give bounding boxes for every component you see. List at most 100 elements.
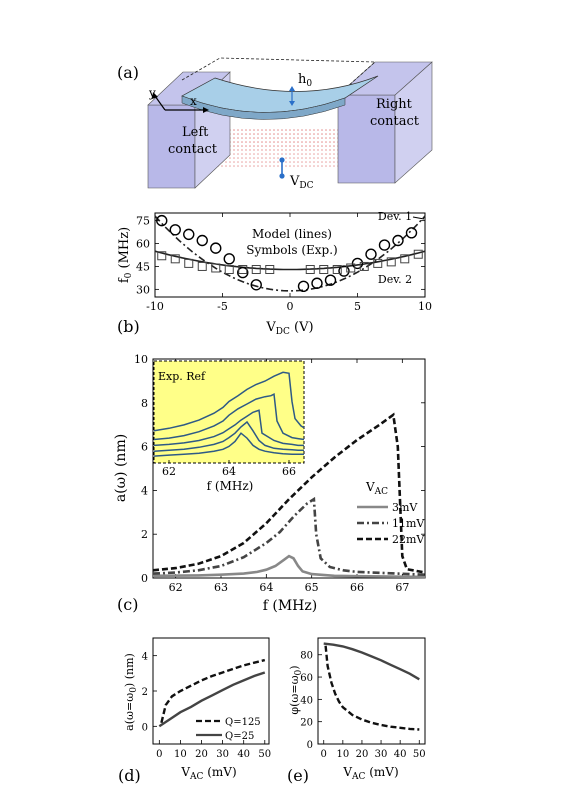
inset-x-tick-label: 66 [282, 465, 296, 478]
data-point-square [359, 261, 369, 271]
left-contact-top [147, 71, 231, 106]
data-point-square [265, 265, 275, 275]
series-line [152, 496, 426, 576]
legend-label: 11mV [392, 517, 425, 530]
x-tick-label: 0 [156, 749, 162, 760]
y-tick-label: 10 [134, 353, 148, 366]
right-contact-label-2: contact [370, 114, 420, 129]
plot-frame [152, 358, 426, 579]
svg-text:VDC: VDC [289, 174, 314, 191]
data-point-square [184, 258, 194, 268]
y-tick-label: 8 [141, 397, 148, 410]
y-tick-label: 4 [141, 484, 148, 497]
data-point-circle [237, 266, 249, 279]
data-point-circle [297, 280, 310, 293]
y-tick-label: 30 [136, 283, 150, 296]
data-point-circle [169, 224, 181, 236]
series-line [158, 671, 266, 728]
x-axis-label: x [190, 94, 197, 108]
vdc-label: V [289, 174, 300, 189]
left-contact-label-1: Left [182, 125, 209, 140]
x-axis-label: f (MHz) [263, 598, 317, 614]
x-tick-label: 20 [356, 749, 369, 760]
inset-trace [153, 432, 304, 457]
y-axis-label: φ(ω=ω0) [288, 665, 304, 714]
data-point-square [251, 265, 261, 275]
data-point-circle [405, 227, 418, 239]
data-point-square [305, 265, 315, 275]
y-tick-label: 60 [136, 238, 150, 251]
y-tick-label: 60 [300, 673, 313, 684]
panel-a-label: (a) [117, 63, 139, 82]
inset-title: Exp. Ref [158, 370, 206, 383]
x-axis-label: VDC (V) [265, 320, 313, 337]
inset-x-axis-label: f (MHz) [207, 479, 254, 493]
y-axis-arrow [154, 95, 166, 111]
data-point-square [400, 254, 410, 264]
data-point-circle [183, 228, 195, 241]
y-axis-label: a(ω) (nm) [113, 434, 129, 502]
deformed-beam-edge [181, 95, 346, 120]
x-tick-label: 63 [214, 581, 228, 594]
data-point-circle [196, 234, 208, 247]
dev1-pointer [412, 216, 425, 220]
data-point-square [211, 263, 221, 273]
x-tick-label: 10 [174, 749, 187, 760]
inset-x-tick-label: 64 [222, 465, 236, 478]
x-tick-label: 0 [321, 749, 327, 760]
inset-trace [153, 393, 305, 441]
data-point-square [373, 258, 383, 268]
data-point-circle [156, 214, 168, 227]
y-tick-label: 20 [300, 718, 313, 729]
y-tick-label: 2 [142, 687, 148, 698]
y-tick-label: 40 [300, 695, 313, 706]
y-axis-label: y [148, 86, 156, 100]
x-tick-label: 50 [258, 749, 271, 760]
annotation-symbols: Symbols (Exp.) [246, 243, 337, 257]
x-tick-label: 10 [418, 300, 432, 313]
y-tick-label: 80 [300, 651, 313, 662]
y-tick-label: 0 [141, 572, 148, 585]
x-axis-label: VAC (mV) [342, 765, 398, 782]
data-point-circle [378, 239, 391, 251]
plot-frame [317, 637, 426, 745]
h0-label: h [298, 72, 307, 87]
inset-trace [153, 409, 304, 447]
series-line [160, 658, 266, 724]
y-tick-label: 75 [136, 215, 150, 228]
x-tick-label: 5 [354, 300, 361, 313]
series-line [152, 412, 426, 574]
data-point-circle [351, 257, 364, 270]
y-tick-label: 2 [141, 528, 148, 541]
x-tick-label: 66 [350, 581, 364, 594]
vdc-subscript: DC [299, 181, 313, 191]
data-point-circle [223, 253, 235, 265]
left-contact-label-2: contact [168, 142, 218, 157]
legend-title: VAC [365, 480, 388, 497]
inset-trace [153, 420, 304, 452]
data-point-square [170, 254, 180, 264]
data-point-circle [365, 248, 377, 260]
y-tick-label: 45 [136, 260, 150, 273]
x-tick-label: 40 [237, 749, 250, 760]
data-point-circle [324, 274, 337, 286]
x-tick-label: 10 [336, 749, 349, 760]
x-tick-label: 20 [195, 749, 208, 760]
x-tick-label: 64 [259, 581, 273, 594]
legend-label: 3mV [392, 501, 418, 514]
data-point-square [238, 265, 248, 275]
plot-frame [152, 637, 270, 745]
y-axis-label: f0 (MHz) [117, 227, 134, 283]
data-point-circle [311, 277, 323, 289]
x-tick-label: 30 [216, 749, 229, 760]
x-tick-label: 40 [394, 749, 407, 760]
annotation-dev2: Dev. 2 [378, 273, 412, 286]
panel-b-label: (b) [117, 317, 140, 336]
x-tick-label: 65 [305, 581, 319, 594]
series-line [323, 642, 420, 681]
data-point-square [319, 265, 329, 275]
series-line [324, 645, 420, 731]
x-axis-label: VAC (mV) [180, 765, 236, 782]
data-point-circle [210, 242, 222, 254]
